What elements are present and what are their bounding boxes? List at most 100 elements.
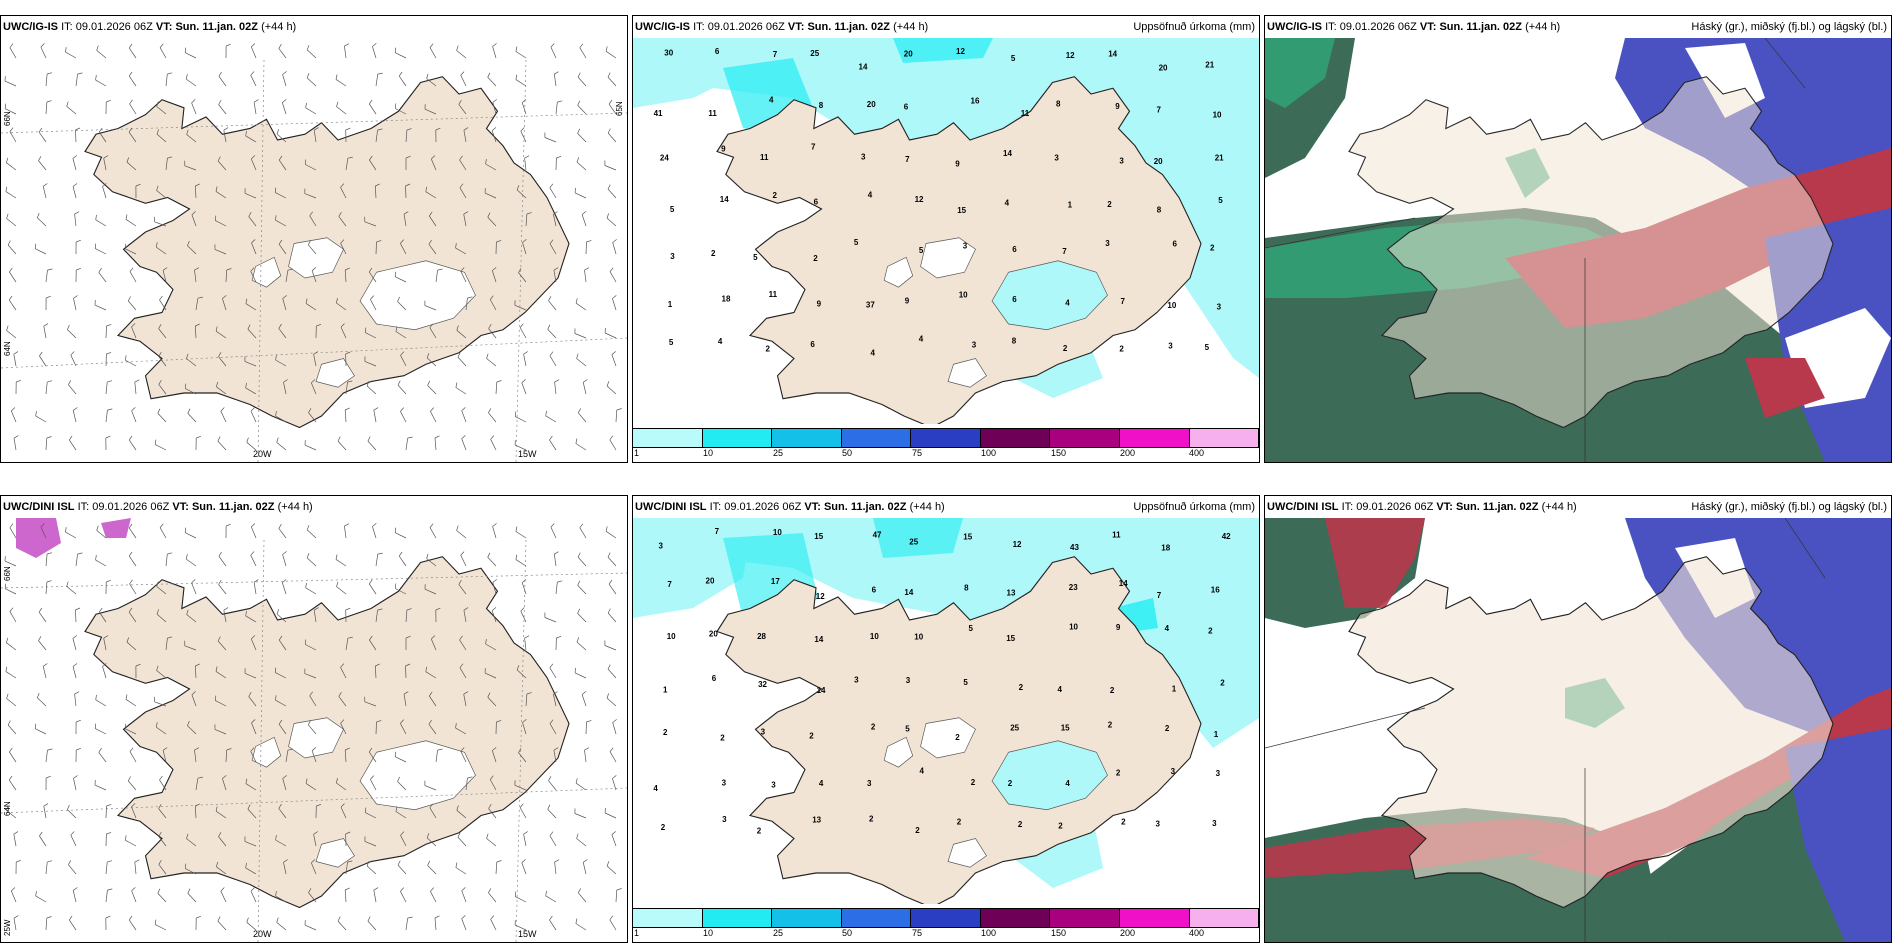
wind-barb-flag (68, 860, 72, 865)
wind-barb (612, 778, 617, 791)
wind-barb (405, 665, 407, 679)
wind-barb (455, 727, 467, 735)
wind-barb (154, 221, 167, 227)
precip-value: 25 (810, 49, 819, 58)
wind-barb-flag (347, 156, 353, 159)
wind-barb-flag (514, 411, 517, 417)
wind-barb (125, 359, 137, 367)
wind-barb-flag (36, 692, 40, 698)
wind-barb-flag (515, 74, 518, 80)
wind-barb-flag (394, 527, 397, 533)
wind-barb-flag (490, 435, 495, 440)
wind-barb-flag (77, 552, 83, 555)
wind-barb (604, 812, 617, 819)
wind-barb (9, 47, 17, 59)
wind-barb-flag (313, 351, 318, 355)
precip-value: 18 (1161, 543, 1170, 552)
wind-barb (405, 438, 409, 451)
wind-barb-flag (8, 775, 13, 781)
precip-value: 5 (753, 253, 758, 262)
wind-barb-flag (167, 552, 173, 555)
wind-barb (305, 587, 317, 595)
wind-barb-flag (66, 581, 69, 587)
wind-barb (429, 47, 437, 59)
precip-value: 14 (1003, 149, 1012, 158)
wind-barb-flag (549, 435, 553, 441)
precip-value: 14 (817, 686, 826, 695)
precip-value: 9 (1116, 623, 1121, 632)
wind-barb (426, 558, 437, 567)
wind-barb (69, 439, 77, 451)
precip-value: 3 (670, 252, 675, 261)
wind-barb-flag (547, 324, 551, 330)
legend-swatch (980, 909, 1051, 927)
wind-barb (102, 666, 107, 679)
wind-barb-flag (515, 46, 518, 52)
wind-barb (195, 298, 199, 311)
wind-barb-flag (218, 832, 222, 837)
wind-barb (5, 191, 17, 199)
wind-barb-flag (579, 43, 584, 48)
wind-barb-flag (607, 184, 611, 190)
wind-barb (313, 130, 317, 143)
wind-barb-flag (134, 859, 140, 863)
wind-barb (134, 862, 137, 875)
wind-barb (195, 778, 199, 791)
wind-barb (336, 586, 347, 595)
wind-barb (66, 106, 77, 115)
wind-barb-flag (400, 719, 404, 724)
wind-barb (525, 693, 528, 707)
wind-barb-flag (276, 437, 279, 443)
wind-barb-flag (46, 580, 52, 583)
wind-barb (220, 891, 227, 903)
wind-barb-flag (197, 296, 203, 299)
precip-value: 10 (959, 290, 968, 299)
precip-value: 32 (758, 680, 767, 689)
wind-barb (523, 354, 527, 367)
wind-barb-flag (65, 527, 67, 533)
wind-barb-flag (134, 379, 140, 383)
wind-barb (364, 361, 377, 367)
wind-barb (397, 781, 407, 791)
wind-barb (521, 582, 527, 595)
wind-barb-flag (159, 295, 163, 301)
wind-barb-flag (434, 435, 440, 439)
wind-barb (306, 557, 317, 567)
wind-barb (345, 638, 349, 651)
wind-barb-flag (577, 608, 581, 614)
wind-barb-flag (157, 888, 161, 894)
wind-barb (489, 779, 497, 791)
wind-barb-flag (287, 748, 293, 751)
wind-barb-flag (612, 295, 617, 299)
panel-field-title: Uppsöfnuð úrkoma (mm) (1133, 501, 1255, 513)
precip-value: 4 (919, 334, 924, 343)
wind-barb-flag (397, 860, 401, 866)
wind-barb (576, 641, 587, 651)
wind-barb-flag (400, 831, 405, 836)
wind-barb-flag (46, 436, 52, 439)
wind-barb-flag (516, 185, 520, 191)
wind-barb (373, 890, 377, 903)
wind-barb (309, 695, 317, 707)
wind-barb (126, 161, 137, 171)
wind-barb (129, 583, 137, 595)
wind-barb (344, 749, 347, 763)
wind-barb (35, 895, 47, 903)
precip-value: 6 (1012, 245, 1017, 254)
precip-value: 6 (715, 47, 720, 56)
wind-barb-flag (217, 436, 221, 442)
wind-barb-flag (467, 776, 473, 779)
wind-barb-flag (545, 890, 547, 896)
wind-barb-flag (187, 888, 191, 894)
wind-barb (575, 302, 587, 311)
wind-barb (5, 671, 17, 679)
wind-barb (516, 189, 527, 199)
wind-barb-flag (556, 635, 562, 639)
wind-barb (185, 388, 197, 395)
wind-barb (250, 555, 257, 567)
precip-value: 3 (906, 676, 911, 685)
wind-barb-flag (74, 691, 80, 695)
wind-barb-flag (400, 887, 404, 892)
wind-barb-flag (217, 156, 221, 162)
wind-barb-flag (251, 239, 256, 244)
